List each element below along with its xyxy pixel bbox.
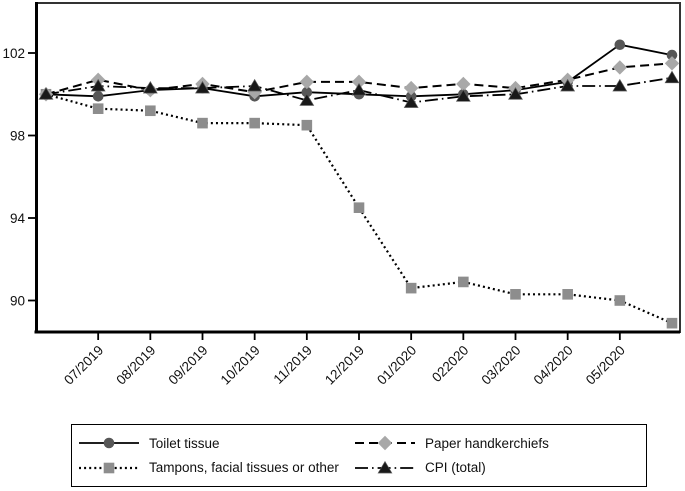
x-tick-label: 11/2019 — [271, 343, 315, 387]
y-tick-label: 94 — [10, 211, 26, 226]
y-tick-label: 102 — [2, 46, 25, 61]
y-tick-label: 98 — [10, 128, 25, 143]
legend-label: CPI (total) — [425, 460, 486, 476]
series-markers-cpi-total- — [38, 70, 680, 108]
x-tick-label: 07/2019 — [61, 343, 106, 388]
paper-handkerchiefs-sample-line — [355, 436, 415, 451]
legend-item-tampons: Tampons, facial tissues or other — [78, 460, 354, 476]
x-tick-label: 05/2020 — [583, 343, 628, 388]
x-tick-label: 08/2019 — [113, 343, 158, 388]
plot-border — [35, 2, 681, 333]
series-markers-tampons-facial-tissues-or-other — [40, 88, 678, 329]
x-axis-ticks: 07/2019 08/2019 09/2019 10/2019 11/2019 12/20… — [61, 333, 628, 388]
cpi-sample-line — [355, 460, 415, 474]
x-tick-label: 04/2020 — [531, 343, 576, 388]
legend-label: Paper handkerchiefs — [425, 435, 549, 451]
legend-item-toilet-tissue: Toilet tissue — [78, 435, 354, 451]
legend-label: Toilet tissue — [149, 435, 220, 451]
y-axis-ticks: 90 94 98 102 — [2, 46, 35, 308]
x-tick-label: 03/2020 — [478, 343, 523, 388]
x-tick-label: 10/2019 — [218, 343, 263, 388]
toilet-tissue-sample-line — [79, 437, 139, 449]
line-chart: 90 94 98 102 07/2019 08/2019 09/2019 10/2019 11/… — [2, 2, 681, 388]
chart-legend: Toilet tissue Paper handkerchiefs Tampon… — [71, 424, 647, 487]
legend-label: Tampons, facial tissues or other — [149, 460, 339, 476]
x-tick-label: 022020 — [429, 343, 471, 385]
x-tick-label: 12/2019 — [322, 343, 367, 388]
x-tick-label: 09/2019 — [165, 343, 210, 388]
legend-item-paper-handkerchiefs: Paper handkerchiefs — [354, 435, 642, 451]
y-tick-label: 90 — [10, 293, 25, 308]
legend-item-cpi: CPI (total) — [354, 460, 642, 476]
x-tick-label: 01/2020 — [374, 343, 419, 388]
tampons-sample-line — [79, 462, 139, 474]
